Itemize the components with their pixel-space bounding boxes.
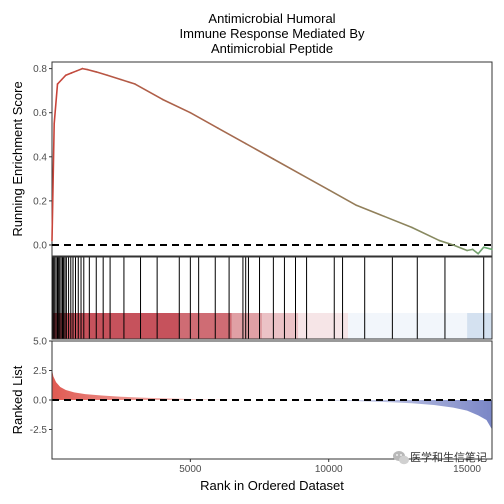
- ranked-list-y-tick-label: -2.5: [30, 425, 48, 436]
- running-score-segment: [355, 204, 385, 218]
- running-score-y-title: Running Enrichment Score: [10, 81, 25, 236]
- running-score-curve: [51, 67, 493, 255]
- running-score-panel-border: [51, 61, 493, 257]
- running-score-segment: [161, 98, 192, 114]
- rank-color-band: [467, 313, 492, 339]
- running-score-segment: [87, 68, 98, 73]
- running-score-segment: [244, 142, 275, 160]
- rank-color-band: [298, 313, 349, 339]
- running-score-segment: [134, 83, 164, 101]
- running-score-segment: [70, 70, 78, 74]
- ranked-list-y-tick-label: 5.0: [33, 337, 47, 348]
- rank-color-band: [348, 313, 468, 339]
- running-score-segment: [217, 127, 247, 145]
- running-score-y-axis: 0.0 0.2 0.4 0.6 0.8: [33, 64, 52, 251]
- running-score-segment: [300, 173, 330, 191]
- running-score-segment: [95, 71, 109, 77]
- title-line-3: Antimicrobial Peptide: [211, 41, 333, 56]
- ranked-list-y-axis: -2.5 0.0 2.5 5.0: [30, 337, 52, 436]
- running-score-segment: [438, 239, 455, 246]
- ranked-list-x-axis: 5000 10000 15000: [179, 459, 481, 475]
- running-score-segment: [383, 215, 413, 229]
- running-score-segment: [51, 122, 55, 242]
- ranked-list-y-title: Ranked List: [10, 365, 25, 434]
- running-score-segment: [81, 67, 89, 71]
- x-axis-tick-label: 15000: [453, 464, 481, 475]
- running-score-panel: 0.0 0.2 0.4 0.6 0.8 Running Enrichment Score: [10, 61, 493, 257]
- x-axis-title: Rank in Ordered Dataset: [200, 478, 344, 493]
- running-score-segment: [272, 158, 302, 176]
- running-score-segment: [76, 67, 84, 72]
- running-score-segment: [482, 246, 493, 251]
- title-line-2: Immune Response Mediated By: [180, 26, 365, 41]
- running-score-segment: [452, 244, 468, 252]
- rank-color-bar: [52, 313, 492, 339]
- x-axis-tick-label: 10000: [315, 464, 343, 475]
- running-score-segment: [106, 74, 122, 81]
- running-score-y-tick-label: 0.2: [33, 196, 47, 207]
- running-score-y-tick-label: 0.0: [33, 240, 47, 251]
- rank-color-band: [262, 313, 299, 339]
- running-score-segment: [471, 248, 479, 255]
- gene-hit-lines: [52, 257, 485, 339]
- watermark-text: 医学和生信笔记: [410, 450, 487, 464]
- running-score-segment: [327, 189, 358, 207]
- running-score-segment: [466, 248, 474, 252]
- running-score-segment: [53, 83, 59, 125]
- gene-hits-panel: [51, 256, 493, 340]
- running-score-y-tick-label: 0.4: [33, 152, 47, 163]
- plot-title: Antimicrobial Humoral Immune Response Me…: [180, 11, 365, 56]
- rank-color-band: [231, 313, 263, 339]
- running-score-y-tick-label: 0.8: [33, 64, 47, 75]
- running-score-segment: [477, 246, 485, 255]
- running-score-segment: [65, 72, 73, 77]
- wechat-icon: [393, 451, 409, 465]
- ranked-list-y-tick-label: 0.0: [33, 396, 47, 407]
- x-axis-tick-label: 5000: [179, 464, 202, 475]
- watermark: 医学和生信笔记: [393, 450, 487, 465]
- running-score-segment: [60, 74, 67, 81]
- running-score-y-tick-label: 0.6: [33, 108, 47, 119]
- running-score-segment: [410, 226, 441, 242]
- gene-hits-panel-border: [51, 256, 493, 340]
- running-score-segment: [120, 78, 136, 85]
- ranked-list-y-tick-label: 2.5: [33, 366, 47, 377]
- ranked-list-panel: -2.5 0.0 2.5 5.0 5000 10000 15000 Ranked List…: [10, 337, 493, 493]
- rank-color-band: [179, 313, 232, 339]
- title-line-1: Antimicrobial Humoral: [208, 11, 335, 26]
- running-score-segment: [189, 111, 219, 129]
- running-score-segment: [56, 78, 63, 85]
